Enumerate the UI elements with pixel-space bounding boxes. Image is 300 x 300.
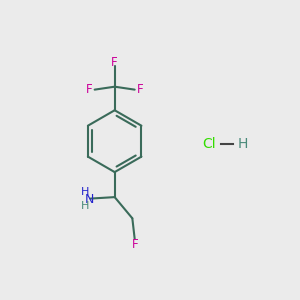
Text: F: F (85, 83, 92, 96)
Text: F: F (111, 56, 118, 69)
Text: F: F (137, 83, 144, 96)
Text: Cl: Cl (202, 137, 216, 151)
Text: H: H (238, 137, 248, 151)
Text: H: H (81, 201, 89, 211)
Text: F: F (131, 238, 138, 251)
Text: H: H (81, 187, 89, 197)
Text: N: N (84, 193, 94, 206)
